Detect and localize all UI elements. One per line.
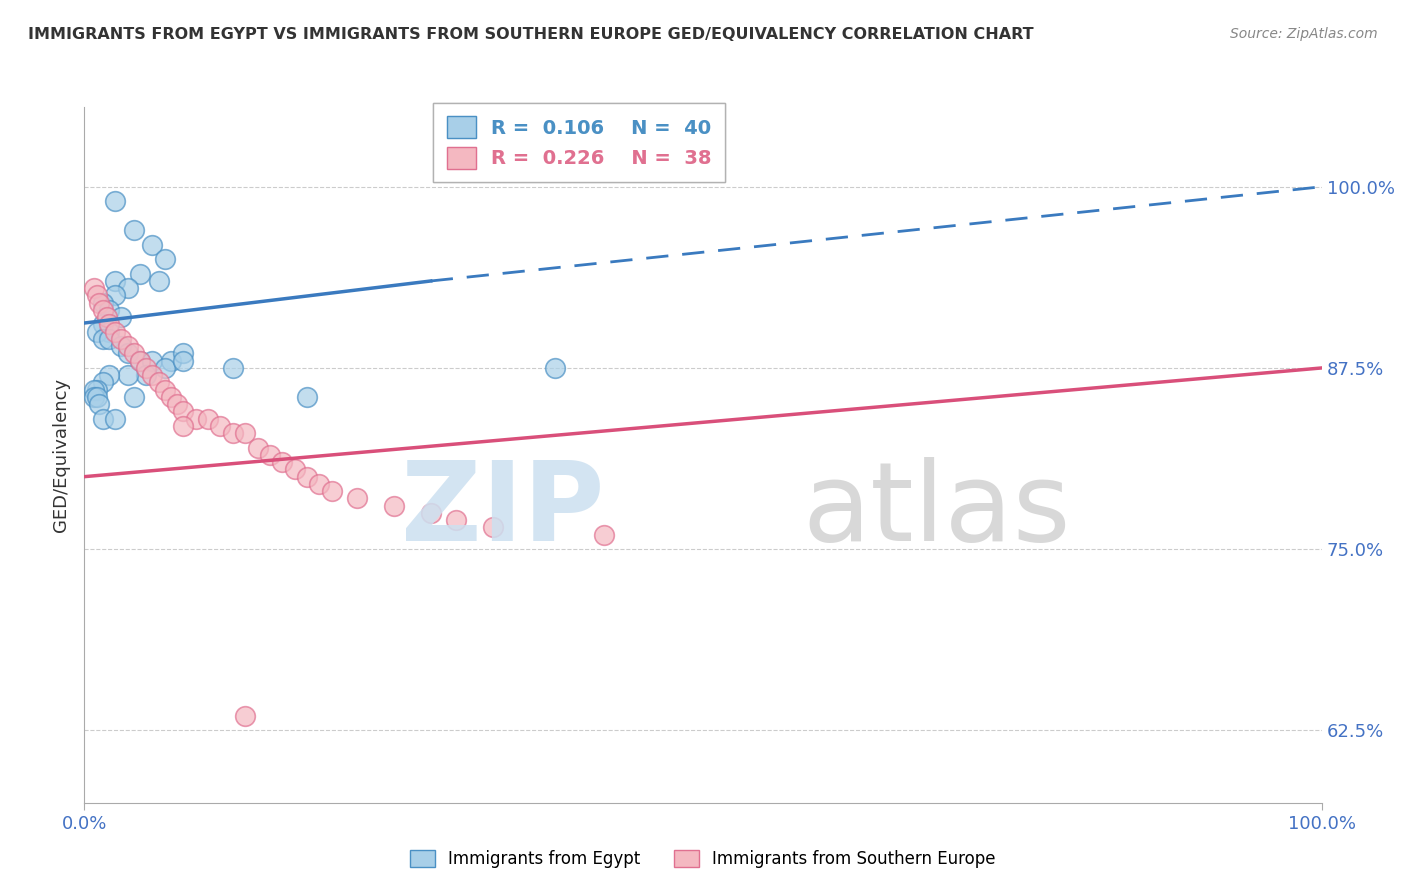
Point [89,397,111,411]
Point [148,376,170,390]
Point [382,499,405,513]
Point [153,361,176,376]
Point [166,397,188,411]
Legend: Immigrants from Egypt, Immigrants from Southern Europe: Immigrants from Egypt, Immigrants from S… [404,843,1002,875]
Point [172,419,194,434]
Point [91,332,114,346]
Point [98,332,121,346]
Point [135,368,157,383]
Point [91,376,114,390]
Point [141,237,163,252]
Point [141,368,163,383]
Point [96,310,118,325]
Point [110,339,132,353]
Point [222,426,245,441]
Legend: R =  0.106    N =  40, R =  0.226    N =  38: R = 0.106 N = 40, R = 0.226 N = 38 [433,103,725,182]
Point [233,426,256,441]
Point [160,390,183,404]
Point [141,353,163,368]
Point [295,390,318,404]
Point [86,325,108,339]
Text: atlas: atlas [801,457,1070,564]
Point [117,339,139,353]
Point [271,455,294,469]
Point [233,708,256,723]
Point [104,194,127,209]
Point [104,288,127,302]
Point [419,506,441,520]
Point [129,267,152,281]
Point [148,274,170,288]
Point [122,223,145,237]
Point [104,274,127,288]
Point [444,513,467,527]
Point [86,288,108,302]
Point [117,281,139,295]
Point [346,491,368,506]
Point [91,303,114,318]
Point [153,383,176,397]
Point [98,318,121,332]
Point [308,477,330,491]
Point [91,411,114,425]
Point [295,469,318,483]
Point [83,390,105,404]
Point [83,281,105,295]
Point [543,361,565,376]
Text: ZIP: ZIP [401,457,605,564]
Point [122,346,145,360]
Text: Source: ZipAtlas.com: Source: ZipAtlas.com [1230,27,1378,41]
Point [135,361,157,376]
Point [184,411,207,425]
Point [98,368,121,383]
Text: IMMIGRANTS FROM EGYPT VS IMMIGRANTS FROM SOUTHERN EUROPE GED/EQUIVALENCY CORRELA: IMMIGRANTS FROM EGYPT VS IMMIGRANTS FROM… [28,27,1033,42]
Point [259,448,281,462]
Point [83,383,105,397]
Point [160,353,183,368]
Point [122,390,145,404]
Point [172,346,194,360]
Point [98,303,121,318]
Point [129,353,152,368]
Point [197,411,219,425]
Point [117,346,139,360]
Point [91,295,114,310]
Point [481,520,503,534]
Point [129,353,152,368]
Point [593,527,616,541]
Point [104,411,127,425]
Point [89,295,111,310]
Point [110,310,132,325]
Point [246,441,269,455]
Point [98,325,121,339]
Point [284,462,307,476]
Point [117,368,139,383]
Point [86,383,108,397]
Point [110,332,132,346]
Point [86,390,108,404]
Point [91,318,114,332]
Point [153,252,176,267]
Y-axis label: GED/Equivalency: GED/Equivalency [52,378,70,532]
Point [321,484,343,499]
Point [172,353,194,368]
Point [104,325,127,339]
Point [172,404,194,418]
Point [222,361,245,376]
Point [209,419,232,434]
